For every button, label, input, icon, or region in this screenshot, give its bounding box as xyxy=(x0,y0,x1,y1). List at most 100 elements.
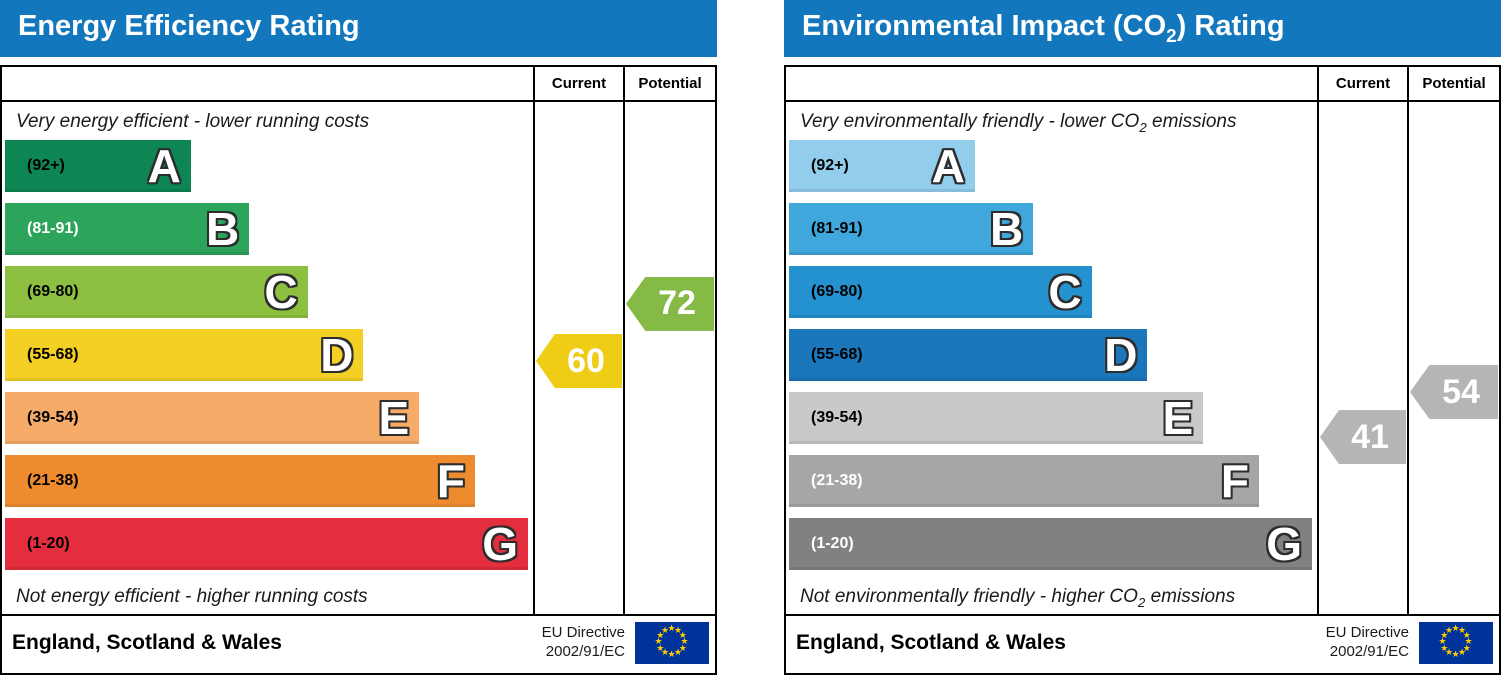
top-note: Very energy efficient - lower running co… xyxy=(2,102,533,140)
band-row-D: (55-68) D xyxy=(786,329,1317,392)
table-body: Very environmentally friendly - lower CO… xyxy=(786,102,1499,614)
top-note-subscript: 2 xyxy=(1139,119,1147,135)
band-row-E: (39-54) E xyxy=(2,392,533,455)
band-row-F: (21-38) F xyxy=(2,455,533,518)
band-bar-D: (55-68) D xyxy=(5,329,364,381)
current-column: 41 xyxy=(1317,102,1407,614)
band-letter: F xyxy=(1220,455,1249,507)
band-letter: B xyxy=(990,203,1024,255)
top-note-text-post: emissions xyxy=(1146,111,1237,132)
band-row-C: (69-80) C xyxy=(2,266,533,329)
band-letter: D xyxy=(1104,329,1138,381)
band-range-label: (21-38) xyxy=(811,472,863,489)
eu-star-icon: ★ xyxy=(1458,624,1467,635)
band-letter: D xyxy=(320,329,354,381)
eu-star-icon: ★ xyxy=(667,623,676,633)
eu-star-icon: ★ xyxy=(656,642,665,653)
chart-area: Very environmentally friendly - lower CO… xyxy=(786,102,1317,614)
page-title: Energy Efficiency Rating xyxy=(18,10,360,47)
band-range-label: (81-91) xyxy=(811,220,863,237)
eu-star-icon: ★ xyxy=(680,636,689,646)
band-row-B: (81-91) B xyxy=(786,203,1317,266)
eu-directive-line2: 2002/91/EC xyxy=(1329,642,1409,660)
environmental-impact-panel: Environmental Impact (CO2) Rating Curren… xyxy=(784,0,1501,675)
band-row-A: (92+) A xyxy=(786,140,1317,203)
eu-star-icon: ★ xyxy=(678,642,687,653)
band-row-E: (39-54) E xyxy=(786,392,1317,455)
band-bar-G: (1-20) G xyxy=(789,518,1313,570)
band-range-label: (92+) xyxy=(811,157,849,174)
panel-header: Environmental Impact (CO2) Rating xyxy=(784,0,1501,57)
eu-star-icon: ★ xyxy=(1445,647,1454,658)
bands: (92+) A (81-91) B (69-80) C (55-68) D (39-54) E (2… xyxy=(2,140,533,581)
bottom-note-text: Not energy efficient - higher running co… xyxy=(16,586,368,607)
eu-star-icon: ★ xyxy=(674,647,683,658)
eu-star-icon: ★ xyxy=(674,624,683,635)
band-letter: G xyxy=(1266,518,1303,570)
band-bar-G: (1-20) G xyxy=(5,518,529,570)
potential-column: 72 xyxy=(623,102,715,614)
title-text: Energy Efficiency Rating xyxy=(18,10,360,43)
band-letter: E xyxy=(378,392,410,444)
eu-directive-label: EU Directive 2002/91/EC xyxy=(1326,624,1409,662)
eu-star-icon: ★ xyxy=(654,636,663,646)
table-head: Current Potential xyxy=(2,67,715,102)
bottom-note-subscript: 2 xyxy=(1137,594,1146,610)
eu-star-icon: ★ xyxy=(1440,629,1449,640)
page-title: Environmental Impact (CO2) Rating xyxy=(802,10,1285,47)
title-subscript: 2 xyxy=(1166,24,1177,46)
band-letter: C xyxy=(1048,266,1082,318)
band-row-C: (69-80) C xyxy=(786,266,1317,329)
band-range-label: (55-68) xyxy=(27,346,79,363)
band-bar-E: (39-54) E xyxy=(5,392,420,444)
eu-star-icon: ★ xyxy=(1451,649,1460,659)
band-row-B: (81-91) B xyxy=(2,203,533,266)
head-spacer xyxy=(786,67,1317,100)
rating-table: Current Potential Very energy efficient … xyxy=(0,65,717,675)
band-row-G: (1-20) G xyxy=(786,518,1317,581)
current-rating-arrow: 60 xyxy=(536,334,622,388)
band-range-label: (69-80) xyxy=(27,283,79,300)
eu-star-icon: ★ xyxy=(1462,629,1471,640)
band-range-label: (39-54) xyxy=(811,409,863,426)
band-row-D: (55-68) D xyxy=(2,329,533,392)
head-spacer xyxy=(2,67,533,100)
eu-flag-icon: ★ ★ ★ ★ ★ ★ ★ ★ ★ ★ ★ ★ xyxy=(1419,621,1493,664)
band-range-label: (1-20) xyxy=(27,535,70,552)
band-range-label: (69-80) xyxy=(811,283,863,300)
band-bar-A: (92+) A xyxy=(789,140,975,192)
eu-star-icon: ★ xyxy=(1464,636,1473,646)
band-bar-D: (55-68) D xyxy=(789,329,1148,381)
band-range-label: (92+) xyxy=(27,157,65,174)
band-letter: F xyxy=(436,455,465,507)
eu-directive-label: EU Directive 2002/91/EC xyxy=(542,624,625,662)
potential-rating-arrow: 54 xyxy=(1410,365,1498,419)
band-range-label: (39-54) xyxy=(27,409,79,426)
current-column-header: Current xyxy=(533,67,623,100)
current-column-header: Current xyxy=(1317,67,1407,100)
eu-directive-line2: 2002/91/EC xyxy=(545,642,625,660)
band-bar-B: (81-91) B xyxy=(5,203,250,255)
bottom-note: Not environmentally friendly - higher CO… xyxy=(786,581,1317,614)
band-row-A: (92+) A xyxy=(2,140,533,203)
eu-star-icon: ★ xyxy=(1445,624,1454,635)
potential-rating-arrow: 72 xyxy=(626,276,714,331)
band-range-label: (1-20) xyxy=(811,535,854,552)
band-letter: A xyxy=(147,140,181,192)
band-letter: G xyxy=(482,518,519,570)
eu-flag-icon: ★ ★ ★ ★ ★ ★ ★ ★ ★ ★ ★ ★ xyxy=(635,621,709,664)
band-range-label: (55-68) xyxy=(811,346,863,363)
band-bar-F: (21-38) F xyxy=(5,455,475,507)
band-letter: C xyxy=(264,266,298,318)
band-letter: E xyxy=(1162,392,1194,444)
eu-star-icon: ★ xyxy=(656,629,665,640)
table-footer: England, Scotland & Wales EU Directive 20… xyxy=(2,614,715,669)
bottom-note-text: Not environmentally friendly - higher CO xyxy=(800,586,1138,607)
top-note-text: Very environmentally friendly - lower CO xyxy=(800,111,1140,132)
region-label: England, Scotland & Wales xyxy=(796,630,1066,654)
band-bar-E: (39-54) E xyxy=(789,392,1204,444)
panel-header: Energy Efficiency Rating xyxy=(0,0,717,57)
title-text-post: ) Rating xyxy=(1176,10,1285,43)
rating-table: Current Potential Very environmentally f… xyxy=(784,65,1501,675)
